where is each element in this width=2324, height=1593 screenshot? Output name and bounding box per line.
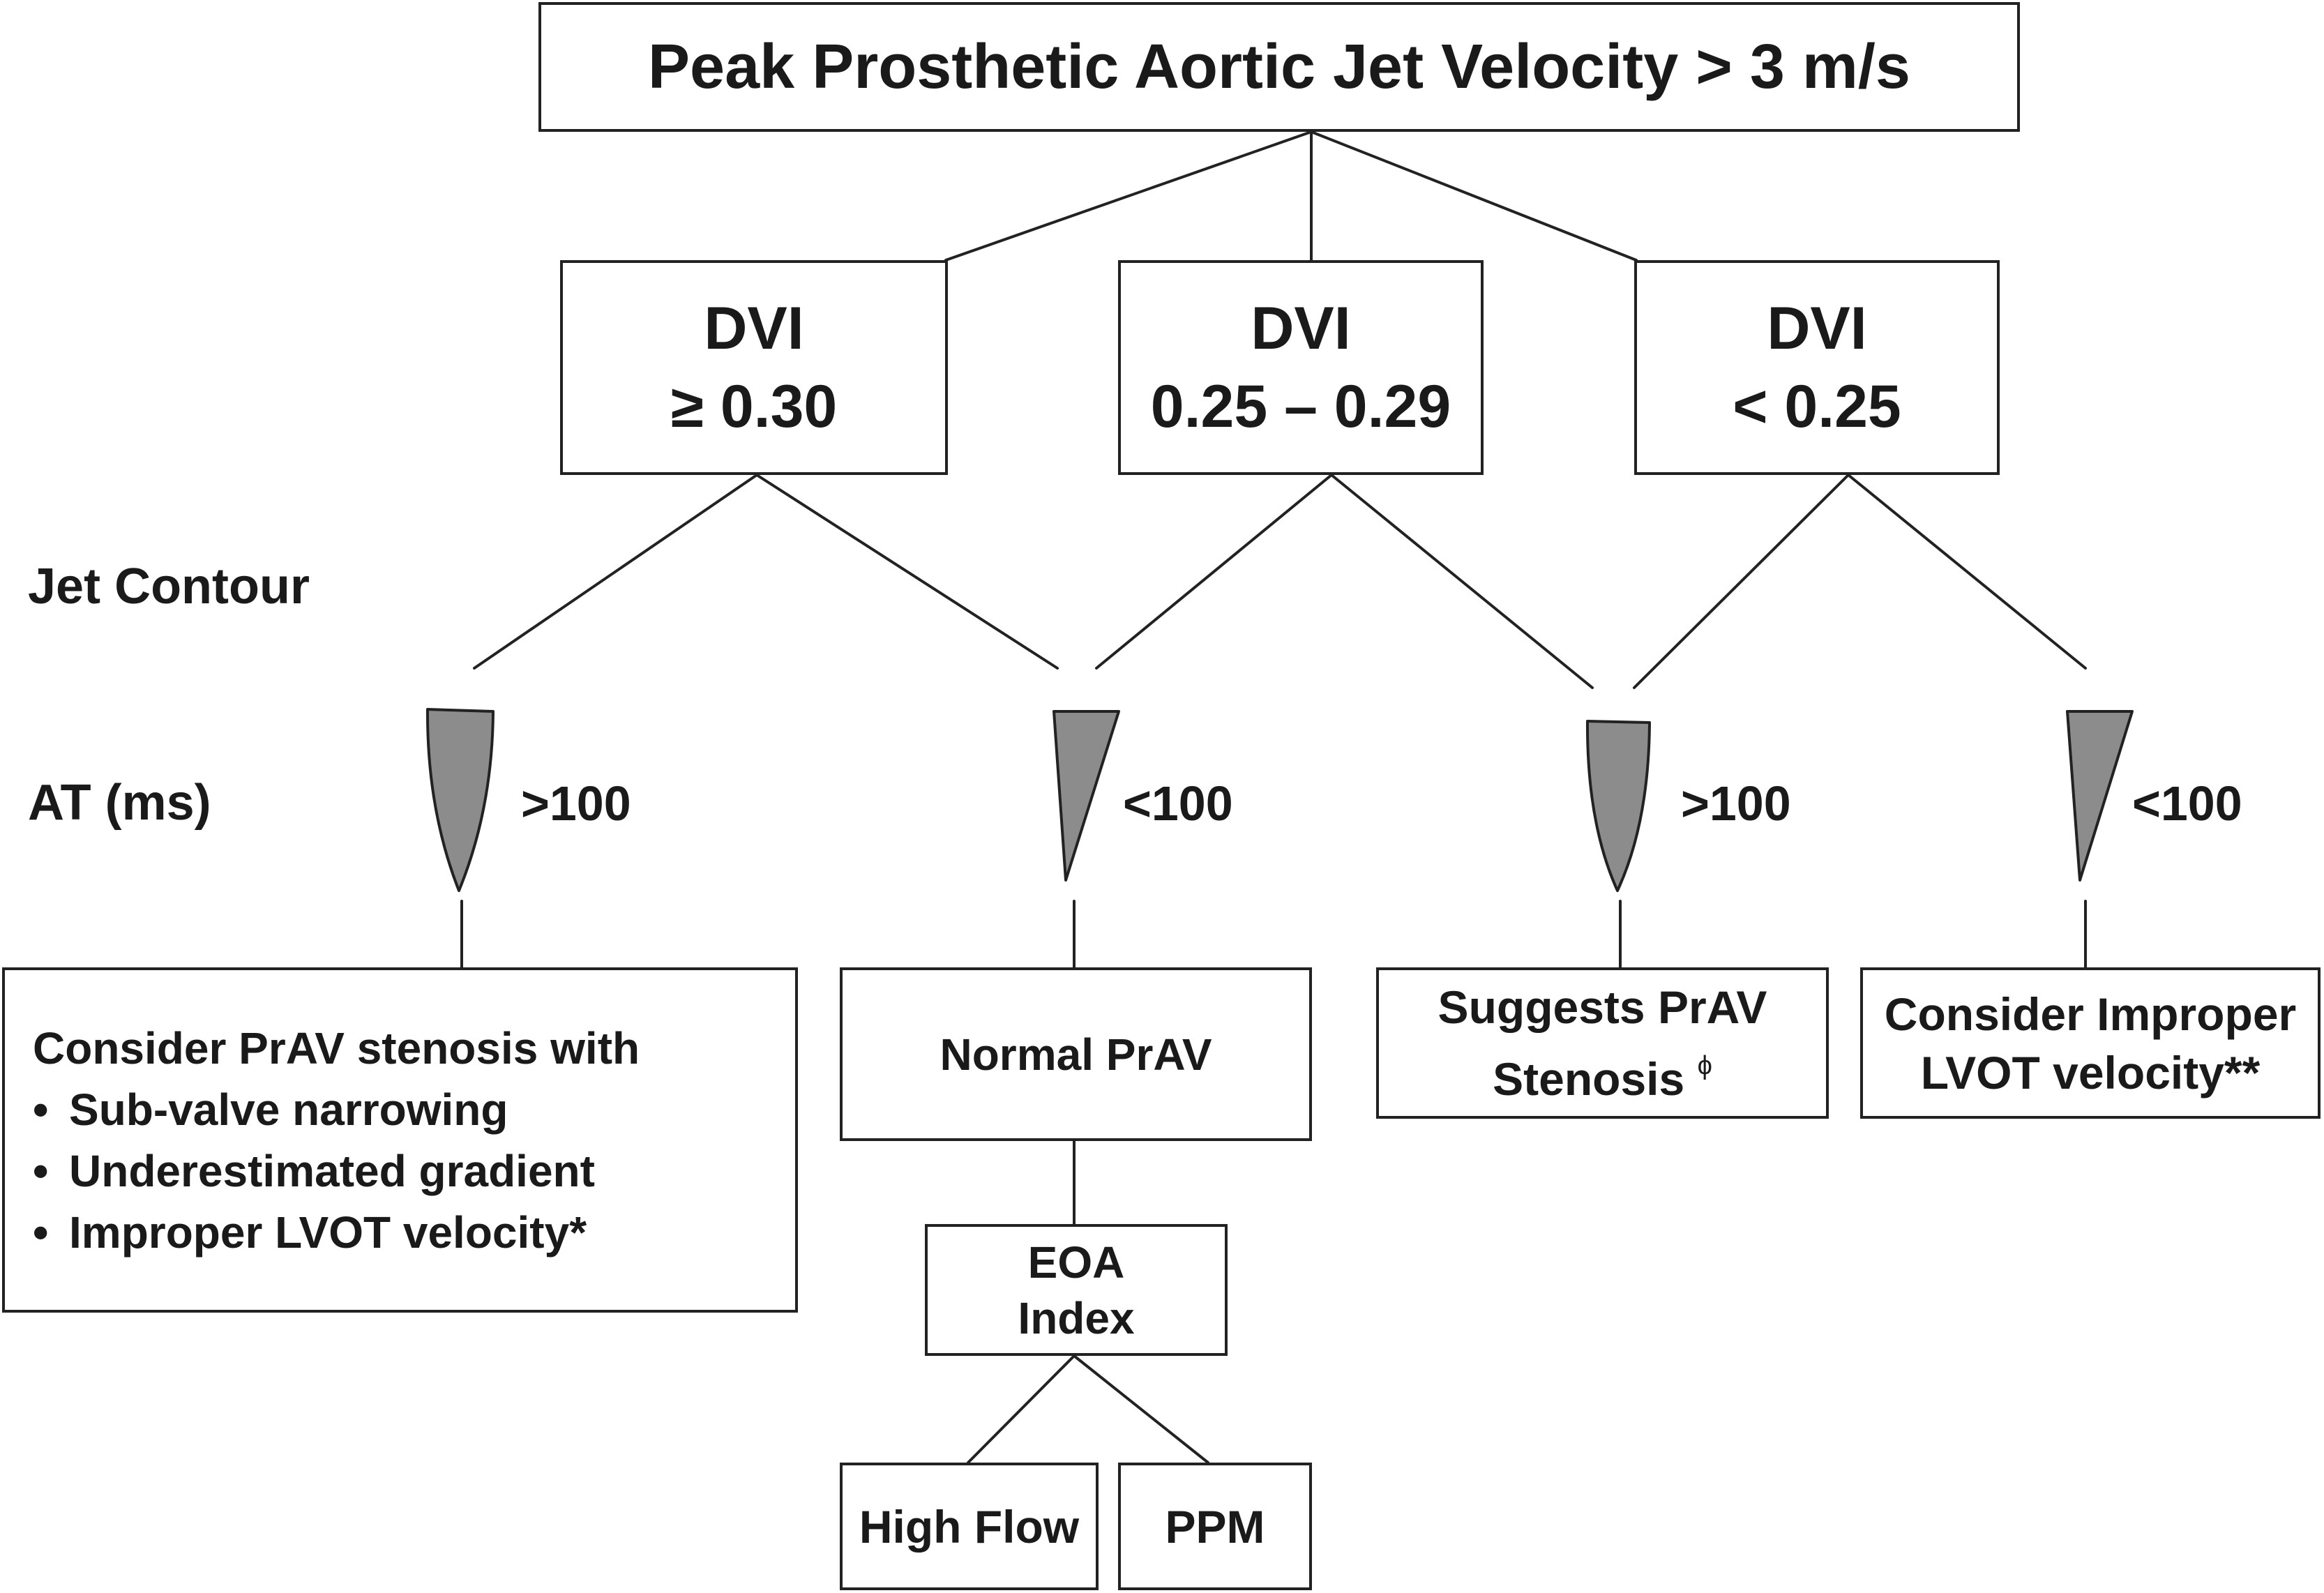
list-item: Improper LVOT velocity* — [33, 1202, 595, 1263]
dvi-box-1: DVI ≥ 0.30 — [560, 260, 948, 475]
leaf-ppm-text: PPM — [1165, 1500, 1265, 1553]
outcome-improper-line1: Consider Improper — [1884, 988, 2297, 1040]
leaf-high-flow-box: High Flow — [840, 1463, 1099, 1590]
outcome-stenosis-with-box: Consider PrAV stenosis with Sub-valve na… — [2, 967, 798, 1313]
outcome-improper-box: Consider Improper LVOT velocity** — [1860, 967, 2321, 1119]
dvi-range-3: < 0.25 — [1733, 373, 1901, 440]
jet-triangular-icon-2 — [1052, 710, 1120, 882]
connector-title-dvi1 — [944, 130, 1313, 262]
jet-triangular-icon-4 — [2066, 710, 2134, 882]
connector-dvi1-left — [473, 474, 758, 670]
eoa-index-box: EOA Index — [925, 1224, 1228, 1356]
list-item: Underestimated gradient — [33, 1140, 595, 1202]
jet-contour-label: Jet Contour — [28, 559, 310, 614]
leaf-ppm-box: PPM — [1118, 1463, 1312, 1590]
connector-dvi2-left — [1095, 474, 1333, 670]
list-item: Sub-valve narrowing — [33, 1079, 595, 1140]
dvi-range-2: 0.25 – 0.29 — [1150, 373, 1451, 440]
outcome-suggests-line2-wrap: Stenosis ϕ — [1493, 1036, 1712, 1108]
dvi-box-3: DVI < 0.25 — [1634, 260, 2000, 475]
outcome-normal-text: Normal PrAV — [940, 1029, 1212, 1080]
connector-title-dvi3 — [1310, 130, 1638, 262]
connector-dvi3-left — [1633, 474, 1850, 689]
outcome-suggests-box: Suggests PrAV Stenosis ϕ — [1376, 967, 1829, 1119]
outcome-stenosis-heading: Consider PrAV stenosis with — [33, 1022, 640, 1073]
at-value-2: <100 — [1123, 776, 1233, 831]
leaf-high-flow-text: High Flow — [859, 1500, 1080, 1553]
at-value-4: <100 — [2132, 776, 2242, 831]
at-value-1: >100 — [521, 776, 631, 831]
title-text: Peak Prosthetic Aortic Jet Velocity > 3 … — [648, 31, 1910, 102]
phi-footnote-mark: ϕ — [1697, 1051, 1712, 1080]
connector-dvi3-right — [1847, 474, 2087, 670]
at-label: AT (ms) — [28, 775, 211, 831]
dvi-label-1: DVI — [704, 295, 804, 362]
jet-rounded-icon-3 — [1585, 720, 1651, 892]
jet-rounded-icon-1 — [425, 708, 495, 892]
outcome-improper-line2: LVOT velocity** — [1920, 1046, 2261, 1099]
eoa-line1: EOA — [1027, 1237, 1125, 1288]
dvi-box-2: DVI 0.25 – 0.29 — [1118, 260, 1484, 475]
connector-dvi2-right — [1330, 474, 1594, 689]
outcome-stenosis-list: Sub-valve narrowing Underestimated gradi… — [33, 1079, 595, 1263]
dvi-label-3: DVI — [1767, 295, 1867, 362]
at-value-3: >100 — [1681, 776, 1791, 831]
outcome-normal-box: Normal PrAV — [840, 967, 1312, 1141]
eoa-line2: Index — [1018, 1292, 1135, 1343]
title-box: Peak Prosthetic Aortic Jet Velocity > 3 … — [538, 2, 2020, 132]
outcome-suggests-line2: Stenosis — [1493, 1053, 1685, 1105]
connector-dvi1-right — [755, 474, 1059, 670]
dvi-range-1: ≥ 0.30 — [670, 373, 838, 440]
outcome-suggests-line1: Suggests PrAV — [1438, 981, 1767, 1033]
connector-eoa-highflow — [967, 1354, 1076, 1464]
dvi-label-2: DVI — [1251, 295, 1351, 362]
connector-eoa-ppm — [1073, 1354, 1209, 1464]
